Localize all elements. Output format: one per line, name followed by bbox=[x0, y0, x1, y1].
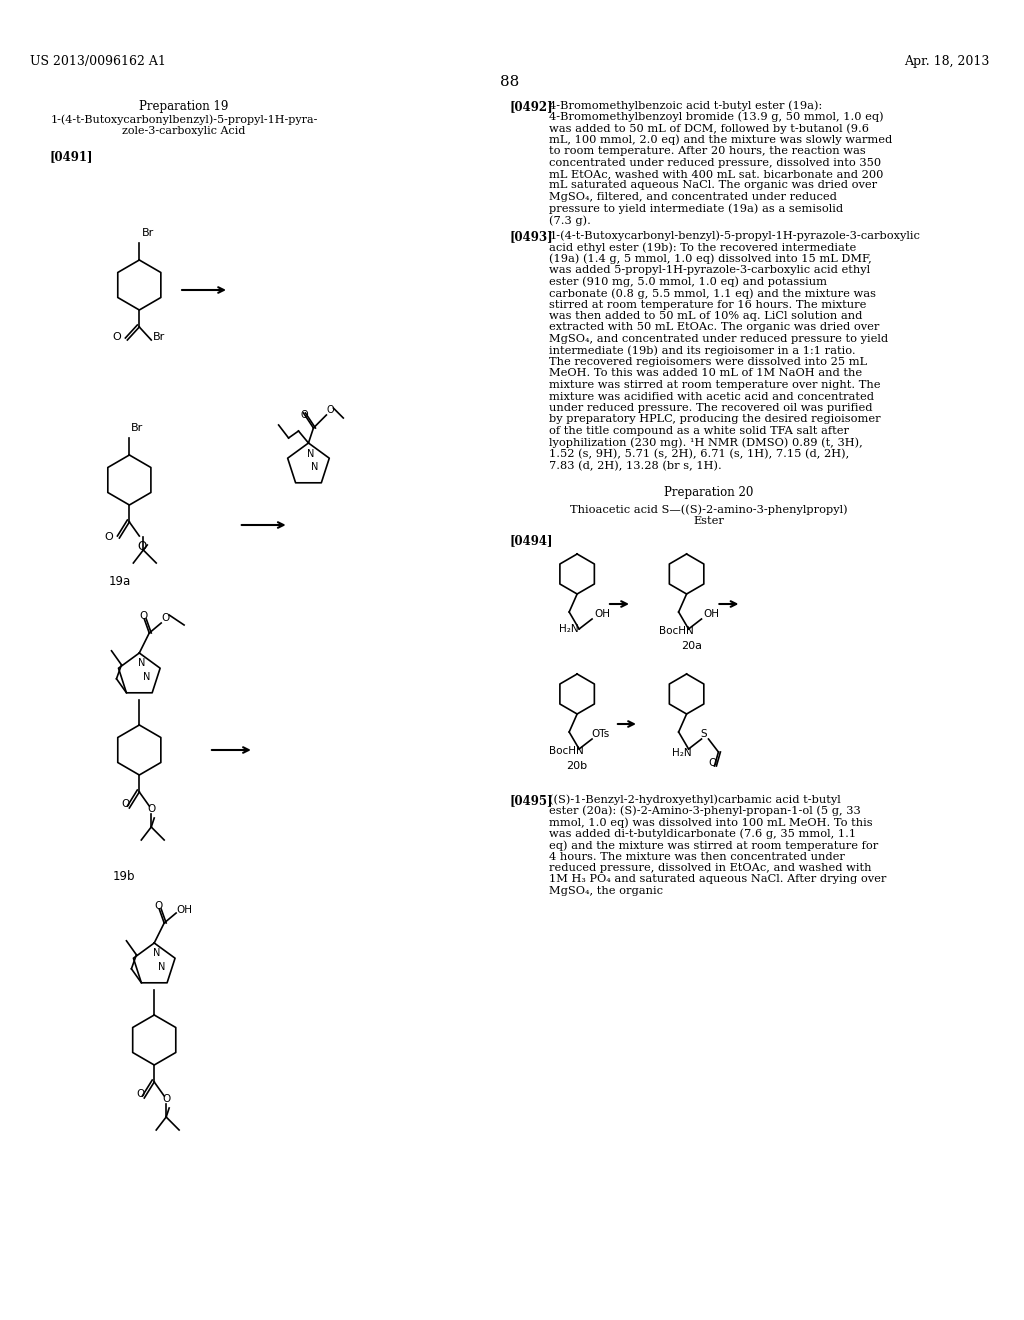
Text: by preparatory HPLC, producing the desired regioisomer: by preparatory HPLC, producing the desir… bbox=[549, 414, 881, 425]
Text: MeOH. To this was added 10 mL of 1M NaOH and the: MeOH. To this was added 10 mL of 1M NaOH… bbox=[549, 368, 862, 379]
Text: OH: OH bbox=[176, 906, 193, 915]
Text: O: O bbox=[122, 799, 130, 809]
Text: mmol, 1.0 eq) was dissolved into 100 mL MeOH. To this: mmol, 1.0 eq) was dissolved into 100 mL … bbox=[549, 817, 872, 828]
Text: 19a: 19a bbox=[109, 576, 130, 587]
Text: of the title compound as a white solid TFA salt after: of the title compound as a white solid T… bbox=[549, 426, 849, 436]
Text: mL saturated aqueous NaCl. The organic was dried over: mL saturated aqueous NaCl. The organic w… bbox=[549, 181, 878, 190]
Text: The recovered regioisomers were dissolved into 25 mL: The recovered regioisomers were dissolve… bbox=[549, 356, 867, 367]
Text: N: N bbox=[153, 948, 160, 958]
Text: 4-Bromomethylbenzoyl bromide (13.9 g, 50 mmol, 1.0 eq): 4-Bromomethylbenzoyl bromide (13.9 g, 50… bbox=[549, 111, 884, 121]
Text: MgSO₄, and concentrated under reduced pressure to yield: MgSO₄, and concentrated under reduced pr… bbox=[549, 334, 889, 345]
Text: N: N bbox=[310, 462, 318, 473]
Text: acid ethyl ester (19b): To the recovered intermediate: acid ethyl ester (19b): To the recovered… bbox=[549, 242, 856, 252]
Text: mixture was stirred at room temperature over night. The: mixture was stirred at room temperature … bbox=[549, 380, 881, 389]
Text: O: O bbox=[155, 902, 163, 911]
Text: O: O bbox=[709, 758, 717, 768]
Text: OTs: OTs bbox=[591, 729, 609, 739]
Text: to room temperature. After 20 hours, the reaction was: to room temperature. After 20 hours, the… bbox=[549, 147, 866, 156]
Text: 1M H₃ PO₄ and saturated aqueous NaCl. After drying over: 1M H₃ PO₄ and saturated aqueous NaCl. Af… bbox=[549, 874, 887, 884]
Text: ester (20a): (S)-2-Amino-3-phenyl-propan-1-ol (5 g, 33: ester (20a): (S)-2-Amino-3-phenyl-propan… bbox=[549, 805, 861, 816]
Text: carbonate (0.8 g, 5.5 mmol, 1.1 eq) and the mixture was: carbonate (0.8 g, 5.5 mmol, 1.1 eq) and … bbox=[549, 288, 877, 298]
Text: ((S)-1-Benzyl-2-hydroxyethyl)carbamic acid t-butyl: ((S)-1-Benzyl-2-hydroxyethyl)carbamic ac… bbox=[549, 795, 841, 805]
Text: N: N bbox=[307, 449, 314, 459]
Text: O: O bbox=[104, 532, 114, 543]
Text: H₂N: H₂N bbox=[672, 748, 691, 758]
Text: O: O bbox=[147, 804, 156, 814]
Text: 1-(4-t-Butoxycarbonylbenzyl)-5-propyl-1H-pyra-
zole-3-carboxylic Acid: 1-(4-t-Butoxycarbonylbenzyl)-5-propyl-1H… bbox=[50, 114, 317, 136]
Text: [0493]: [0493] bbox=[510, 231, 553, 243]
Text: (19a) (1.4 g, 5 mmol, 1.0 eq) dissolved into 15 mL DMF,: (19a) (1.4 g, 5 mmol, 1.0 eq) dissolved … bbox=[549, 253, 872, 264]
Text: O: O bbox=[300, 411, 308, 420]
Text: US 2013/0096162 A1: US 2013/0096162 A1 bbox=[30, 55, 166, 69]
Text: eq) and the mixture was stirred at room temperature for: eq) and the mixture was stirred at room … bbox=[549, 840, 879, 850]
Text: O: O bbox=[139, 611, 147, 620]
Text: MgSO₄, filtered, and concentrated under reduced: MgSO₄, filtered, and concentrated under … bbox=[549, 191, 838, 202]
Text: 1-(4-t-Butoxycarbonyl-benzyl)-5-propyl-1H-pyrazole-3-carboxylic: 1-(4-t-Butoxycarbonyl-benzyl)-5-propyl-1… bbox=[549, 231, 921, 242]
Text: stirred at room temperature for 16 hours. The mixture: stirred at room temperature for 16 hours… bbox=[549, 300, 866, 309]
Text: [0491]: [0491] bbox=[50, 150, 93, 162]
Text: Preparation 19: Preparation 19 bbox=[139, 100, 228, 114]
Text: S: S bbox=[700, 729, 708, 739]
Text: H₂N: H₂N bbox=[559, 624, 579, 634]
Text: [0494]: [0494] bbox=[510, 535, 553, 546]
Text: was then added to 50 mL of 10% aq. LiCl solution and: was then added to 50 mL of 10% aq. LiCl … bbox=[549, 312, 862, 321]
Text: 19b: 19b bbox=[113, 870, 135, 883]
Text: OH: OH bbox=[703, 609, 720, 619]
Text: N: N bbox=[158, 962, 165, 972]
Text: Br: Br bbox=[154, 333, 166, 342]
Text: N: N bbox=[137, 657, 145, 668]
Text: Preparation 20: Preparation 20 bbox=[664, 486, 754, 499]
Text: mL EtOAc, washed with 400 mL sat. bicarbonate and 200: mL EtOAc, washed with 400 mL sat. bicarb… bbox=[549, 169, 884, 180]
Text: O: O bbox=[161, 612, 169, 623]
Text: O: O bbox=[113, 333, 122, 342]
Text: Br: Br bbox=[131, 422, 143, 433]
Text: OH: OH bbox=[594, 609, 610, 619]
Text: 4-Bromomethylbenzoic acid t-butyl ester (19a):: 4-Bromomethylbenzoic acid t-butyl ester … bbox=[549, 100, 822, 111]
Text: O: O bbox=[162, 1094, 170, 1104]
Text: BocHN: BocHN bbox=[549, 746, 584, 756]
Text: was added 5-propyl-1H-pyrazole-3-carboxylic acid ethyl: was added 5-propyl-1H-pyrazole-3-carboxy… bbox=[549, 265, 870, 275]
Text: under reduced pressure. The recovered oil was purified: under reduced pressure. The recovered oi… bbox=[549, 403, 872, 413]
Text: 20a: 20a bbox=[681, 642, 702, 651]
Text: [0495]: [0495] bbox=[510, 795, 553, 807]
Text: lyophilization (230 mg). ¹H NMR (DMSO) 0.89 (t, 3H),: lyophilization (230 mg). ¹H NMR (DMSO) 0… bbox=[549, 437, 863, 447]
Text: ester (910 mg, 5.0 mmol, 1.0 eq) and potassium: ester (910 mg, 5.0 mmol, 1.0 eq) and pot… bbox=[549, 276, 827, 286]
Text: (7.3 g).: (7.3 g). bbox=[549, 215, 591, 226]
Text: MgSO₄, the organic: MgSO₄, the organic bbox=[549, 886, 664, 896]
Text: Thioacetic acid S—((S)-2-amino-3-phenylpropyl)
Ester: Thioacetic acid S—((S)-2-amino-3-phenylp… bbox=[569, 504, 847, 527]
Text: O: O bbox=[137, 540, 146, 553]
Text: 1.52 (s, 9H), 5.71 (s, 2H), 6.71 (s, 1H), 7.15 (d, 2H),: 1.52 (s, 9H), 5.71 (s, 2H), 6.71 (s, 1H)… bbox=[549, 449, 850, 459]
Text: 20b: 20b bbox=[566, 762, 588, 771]
Text: mL, 100 mmol, 2.0 eq) and the mixture was slowly warmed: mL, 100 mmol, 2.0 eq) and the mixture wa… bbox=[549, 135, 893, 145]
Text: [0492]: [0492] bbox=[510, 100, 553, 114]
Text: pressure to yield intermediate (19a) as a semisolid: pressure to yield intermediate (19a) as … bbox=[549, 203, 844, 214]
Text: O: O bbox=[327, 405, 334, 414]
Text: extracted with 50 mL EtOAc. The organic was dried over: extracted with 50 mL EtOAc. The organic … bbox=[549, 322, 880, 333]
Text: BocHN: BocHN bbox=[658, 626, 693, 636]
Text: was added di-t-butyldicarbonate (7.6 g, 35 mmol, 1.1: was added di-t-butyldicarbonate (7.6 g, … bbox=[549, 829, 856, 840]
Text: O: O bbox=[136, 1089, 144, 1100]
Text: N: N bbox=[142, 672, 150, 682]
Text: 88: 88 bbox=[500, 75, 519, 88]
Text: concentrated under reduced pressure, dissolved into 350: concentrated under reduced pressure, dis… bbox=[549, 157, 882, 168]
Text: Br: Br bbox=[142, 228, 155, 238]
Text: intermediate (19b) and its regioisomer in a 1:1 ratio.: intermediate (19b) and its regioisomer i… bbox=[549, 346, 856, 356]
Text: reduced pressure, dissolved in EtOAc, and washed with: reduced pressure, dissolved in EtOAc, an… bbox=[549, 863, 871, 873]
Text: 7.83 (d, 2H), 13.28 (br s, 1H).: 7.83 (d, 2H), 13.28 (br s, 1H). bbox=[549, 461, 722, 471]
Text: Apr. 18, 2013: Apr. 18, 2013 bbox=[904, 55, 989, 69]
Text: mixture was acidified with acetic acid and concentrated: mixture was acidified with acetic acid a… bbox=[549, 392, 874, 401]
Text: 4 hours. The mixture was then concentrated under: 4 hours. The mixture was then concentrat… bbox=[549, 851, 845, 862]
Text: was added to 50 mL of DCM, followed by t-butanol (9.6: was added to 50 mL of DCM, followed by t… bbox=[549, 123, 869, 133]
